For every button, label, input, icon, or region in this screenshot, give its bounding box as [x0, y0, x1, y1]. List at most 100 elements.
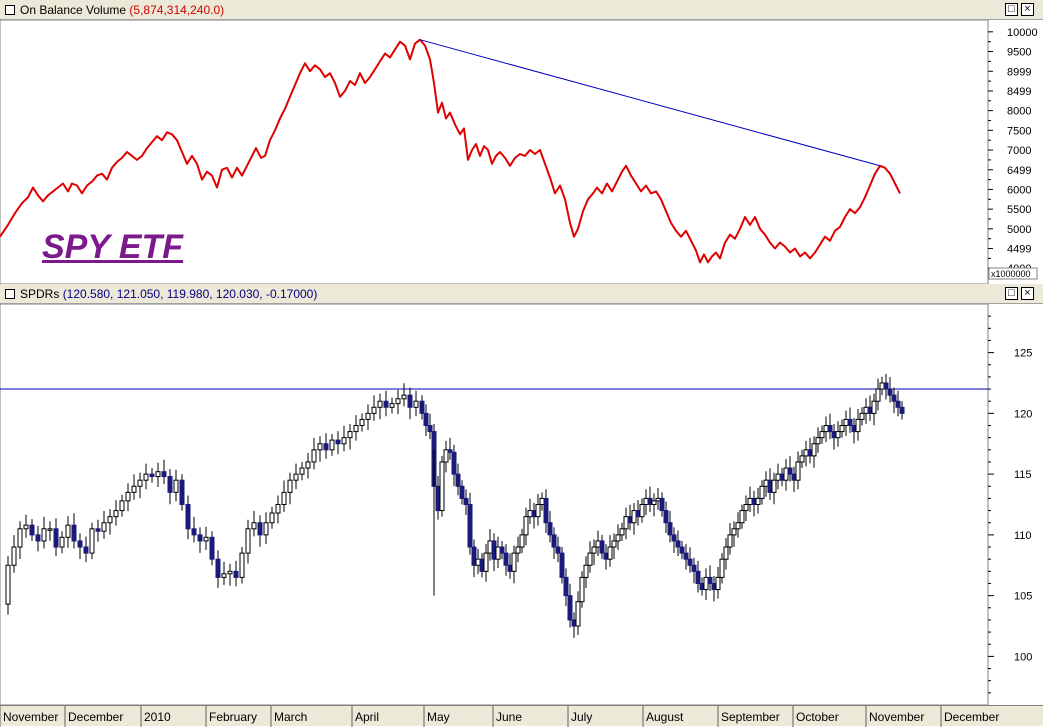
candle-down — [635, 510, 641, 518]
x-axis-label: December — [68, 710, 123, 724]
candle-down — [699, 582, 705, 591]
candle-down — [149, 473, 155, 478]
candle-up — [137, 479, 143, 487]
candle-up — [823, 425, 829, 433]
candle-up — [113, 510, 119, 518]
candle-down — [647, 497, 653, 505]
candle-up — [413, 400, 419, 408]
candle-up — [747, 497, 753, 505]
candle-down — [707, 576, 713, 584]
candle-up — [539, 497, 545, 505]
spy-etf-annotation: SPY ETF — [42, 228, 184, 266]
candle-down — [459, 485, 465, 499]
candle-down — [787, 467, 793, 475]
candle-up — [65, 524, 71, 538]
candle-up — [131, 485, 137, 493]
obv-ytick-label: 6000 — [1007, 184, 1031, 196]
x-axis-label: October — [796, 710, 839, 724]
candle-down — [53, 528, 59, 548]
candle-up — [759, 485, 765, 499]
obv-restore-button[interactable]: □ — [1005, 3, 1018, 16]
candle-up — [221, 573, 227, 578]
candle-up — [281, 491, 287, 505]
candle-up — [859, 412, 865, 420]
candle-up — [835, 431, 841, 439]
candle-up — [101, 522, 107, 532]
spdr-ytick-label: 120 — [1014, 408, 1032, 420]
candle-up — [579, 576, 585, 603]
spdr-chart: 100 105 110 115 120 125 — [0, 304, 1043, 705]
obv-trendline — [419, 39, 881, 167]
obv-ytick-label: 5000 — [1007, 224, 1031, 236]
candle-down — [691, 564, 697, 572]
x-axis-label: September — [721, 710, 780, 724]
candle-down — [867, 406, 873, 414]
x-axis-label: November — [3, 710, 58, 724]
spdr-restore-button[interactable]: □ — [1005, 287, 1018, 300]
x-axis: November December 2010 February March April Ma… — [0, 705, 1043, 727]
candle-down — [95, 528, 101, 532]
candle-up — [511, 552, 517, 572]
spdr-close-button[interactable]: × — [1021, 287, 1034, 300]
candle-up — [643, 497, 649, 505]
candle-up — [269, 512, 275, 524]
candle-down — [407, 394, 413, 408]
candle-down — [891, 394, 897, 402]
candle-up — [341, 437, 347, 445]
candle-up — [377, 400, 383, 408]
candle-up — [719, 558, 725, 578]
candle-up — [703, 576, 709, 591]
candle-up — [263, 522, 269, 536]
candle-up — [287, 479, 293, 493]
candle-up — [347, 431, 353, 439]
candle-down — [467, 504, 473, 548]
candle-down — [435, 485, 441, 512]
candle-up — [863, 406, 869, 414]
x-axis-label: February — [209, 710, 257, 724]
candle-up — [799, 455, 805, 463]
candle-up — [519, 534, 525, 548]
candle-up — [743, 504, 749, 512]
candle-up — [395, 398, 401, 405]
spdr-pane-menu-box[interactable] — [5, 289, 15, 299]
candle-up — [239, 552, 245, 578]
candle-down — [447, 449, 453, 453]
obv-ytick-label: 6499 — [1007, 165, 1031, 177]
candle-up — [619, 528, 625, 536]
candle-down — [847, 418, 853, 427]
candle-up — [527, 510, 533, 518]
candle-up — [227, 570, 233, 575]
candle-up — [783, 467, 789, 481]
candle-up — [715, 576, 721, 591]
obv-ytick-label: 10000 — [1007, 27, 1038, 39]
candle-down — [531, 510, 537, 518]
candle-down — [851, 425, 857, 433]
candle-up — [439, 461, 445, 512]
candle-up — [299, 467, 305, 475]
candle-up — [275, 504, 281, 514]
candle-up — [203, 536, 209, 542]
candlestick-series — [5, 373, 905, 638]
candle-down — [603, 552, 609, 560]
obv-ytick-label: 8000 — [1007, 106, 1031, 118]
candle-up — [353, 425, 359, 433]
candle-down — [659, 497, 665, 512]
candle-up — [89, 528, 95, 554]
candle-up — [23, 524, 29, 530]
obv-close-button[interactable]: × — [1021, 3, 1034, 16]
obv-series-line — [0, 38, 901, 264]
obv-pane-menu-box[interactable] — [5, 5, 15, 15]
candle-down — [679, 546, 685, 554]
candle-up — [401, 394, 407, 400]
candle-down — [419, 400, 425, 414]
candle-up — [329, 439, 335, 451]
obv-ytick-label: 7500 — [1007, 125, 1031, 137]
spdr-ytick-label: 125 — [1014, 348, 1032, 360]
candle-down — [807, 449, 813, 457]
candle-up — [595, 540, 601, 548]
spdr-ytick-label: 115 — [1014, 469, 1032, 481]
candle-down — [899, 406, 905, 414]
obv-ytick-label: 7000 — [1007, 145, 1031, 157]
candle-up — [107, 516, 113, 524]
candle-up — [317, 443, 323, 451]
